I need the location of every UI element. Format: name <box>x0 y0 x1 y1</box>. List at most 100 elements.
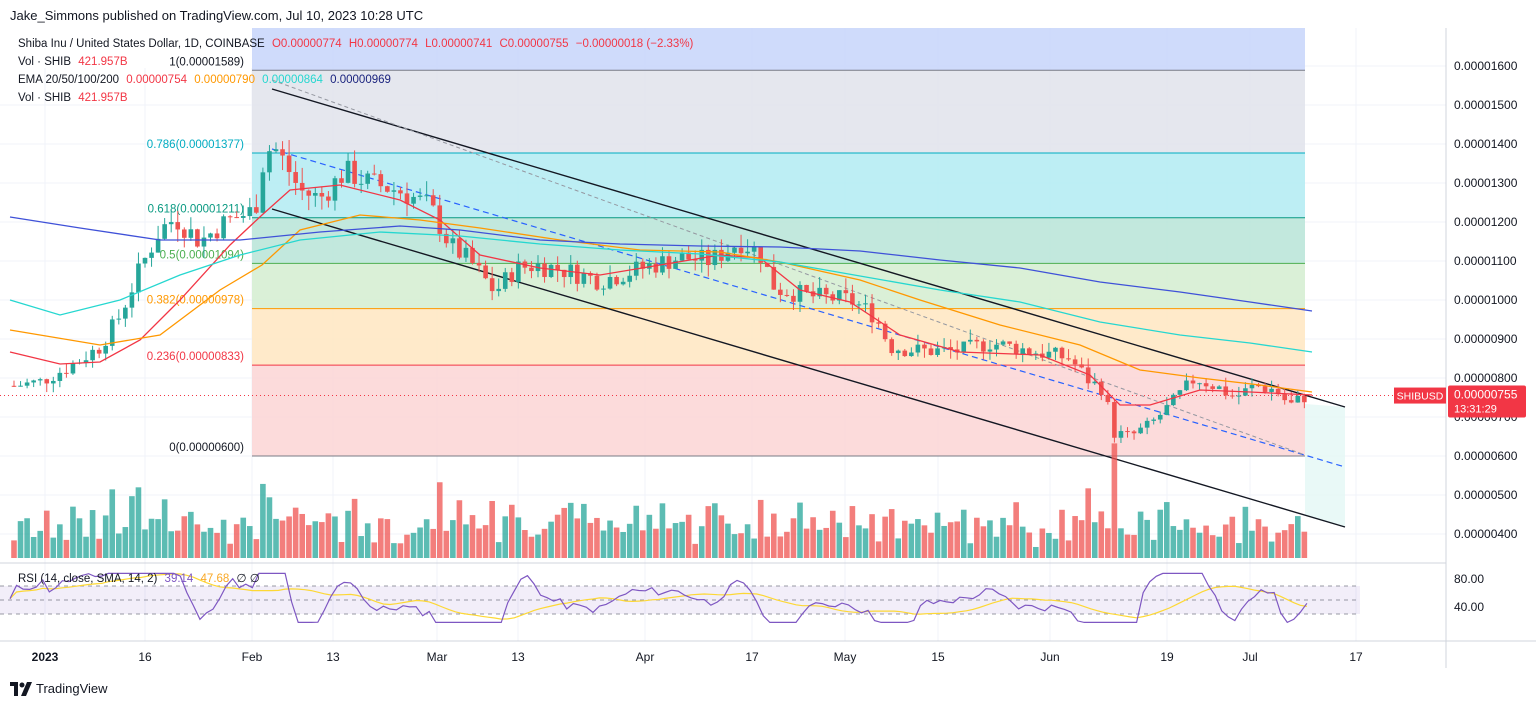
candle-body <box>1269 388 1274 392</box>
candle-body <box>103 345 108 354</box>
candle-body <box>640 261 646 269</box>
volume-bar <box>50 537 57 558</box>
volume-bar <box>613 527 620 558</box>
candle-body <box>83 360 89 363</box>
ema50-line <box>9 214 1313 393</box>
volume-bar <box>482 525 489 558</box>
volume-bar <box>803 528 810 558</box>
candle-body <box>974 339 980 342</box>
legend-low: L0.00000741 <box>425 38 493 50</box>
volume-bar <box>1268 541 1275 558</box>
candle-body <box>267 151 272 173</box>
volume-bar <box>1190 527 1196 558</box>
legend-ema: EMA 20/50/100/200 0.00000754 0.00000790 … <box>18 74 395 86</box>
volume-bar <box>1039 528 1046 558</box>
volume-bar <box>502 516 509 558</box>
candle-body <box>856 304 862 306</box>
volume-bar <box>417 527 423 558</box>
fib-level-label: 0(0.00000600) <box>169 442 244 454</box>
candle-body <box>627 275 632 282</box>
y-tick-label: 0.00001400 <box>1454 137 1518 151</box>
legend-vol2-value: 421.957B <box>78 92 128 104</box>
volume-bar <box>1262 526 1268 558</box>
fib-top-zone <box>252 28 1305 71</box>
candle-body <box>1125 431 1130 433</box>
volume-bar <box>790 518 797 558</box>
volume-bar <box>1249 530 1255 558</box>
y-tick-label: 0.00001100 <box>1454 254 1517 268</box>
volume-bar <box>1183 519 1190 558</box>
y-tick-label: 0.00001000 <box>1454 293 1518 307</box>
channel-lower-line <box>271 208 1346 528</box>
candle-body <box>1190 380 1196 384</box>
volume-bar <box>934 512 941 558</box>
volume-bar <box>109 489 116 558</box>
volume-bar <box>980 526 987 558</box>
volume-bar <box>535 534 541 558</box>
candle-body <box>1118 431 1124 438</box>
candle-body <box>149 252 154 258</box>
x-tick-label: Jun <box>1040 650 1059 664</box>
volume-bar <box>325 513 332 558</box>
x-tick-label: Jul <box>1242 650 1257 664</box>
volume-bar <box>1203 525 1209 558</box>
tradingview-logo[interactable]: TradingView <box>10 681 108 696</box>
candle-body <box>863 303 868 305</box>
y-tick-label: 0.00000800 <box>1454 371 1518 385</box>
candle-body <box>444 233 449 244</box>
candle-body <box>516 261 521 282</box>
candle-body <box>18 385 23 387</box>
volume-bar <box>207 527 214 558</box>
candle-body <box>653 263 659 273</box>
volume-bar <box>397 543 404 558</box>
price-tag-value: 0.00000755 <box>1454 388 1518 402</box>
volume-bar <box>705 506 712 558</box>
price-tag-bg <box>1448 385 1526 418</box>
x-tick-label: 17 <box>745 650 759 664</box>
y-tick-label: 0.00000900 <box>1454 332 1518 346</box>
candle-body <box>1085 367 1091 384</box>
volume-bar <box>194 524 201 558</box>
candle-body <box>109 319 115 346</box>
volume-bar <box>738 533 744 558</box>
volume-bar <box>653 528 659 558</box>
volume-bar <box>338 541 345 558</box>
volume-bar <box>646 514 653 558</box>
candle-body <box>299 182 305 191</box>
candle-body <box>1092 381 1098 384</box>
x-tick-label: 2023 <box>32 650 59 664</box>
legend-vol2-label: Vol · SHIB <box>18 92 72 104</box>
volume-bar <box>771 513 777 558</box>
volume-bar <box>640 530 646 558</box>
x-tick-label: May <box>834 650 857 664</box>
candle-body <box>895 350 901 354</box>
volume-bar <box>587 522 594 558</box>
fib-zone <box>252 308 1305 366</box>
volume-bar <box>528 536 535 558</box>
volume-bar <box>987 520 993 558</box>
volume-bar <box>672 523 679 558</box>
candle-body <box>738 247 744 254</box>
candle-body <box>601 288 606 290</box>
candle-body <box>764 262 770 267</box>
volume-bar <box>731 534 738 558</box>
rsi-tick-label: 80.00 <box>1454 572 1484 586</box>
volume-bar <box>201 531 207 558</box>
candle-body <box>1079 364 1084 368</box>
candle-body <box>568 264 574 278</box>
candle-body <box>1053 347 1058 352</box>
volume-bar <box>469 515 476 558</box>
volume-bar <box>829 510 836 558</box>
candle-body <box>142 257 148 264</box>
legend-ema100: 0.00000864 <box>262 74 323 86</box>
candle-body <box>417 195 423 197</box>
volume-bar <box>1242 506 1249 558</box>
volume-bar <box>666 528 672 558</box>
volume-bar <box>70 506 76 558</box>
candle-body <box>686 252 691 260</box>
volume-bar <box>102 515 109 558</box>
volume-bar <box>1255 519 1262 558</box>
candle-body <box>771 266 777 290</box>
candle-body <box>791 295 796 302</box>
